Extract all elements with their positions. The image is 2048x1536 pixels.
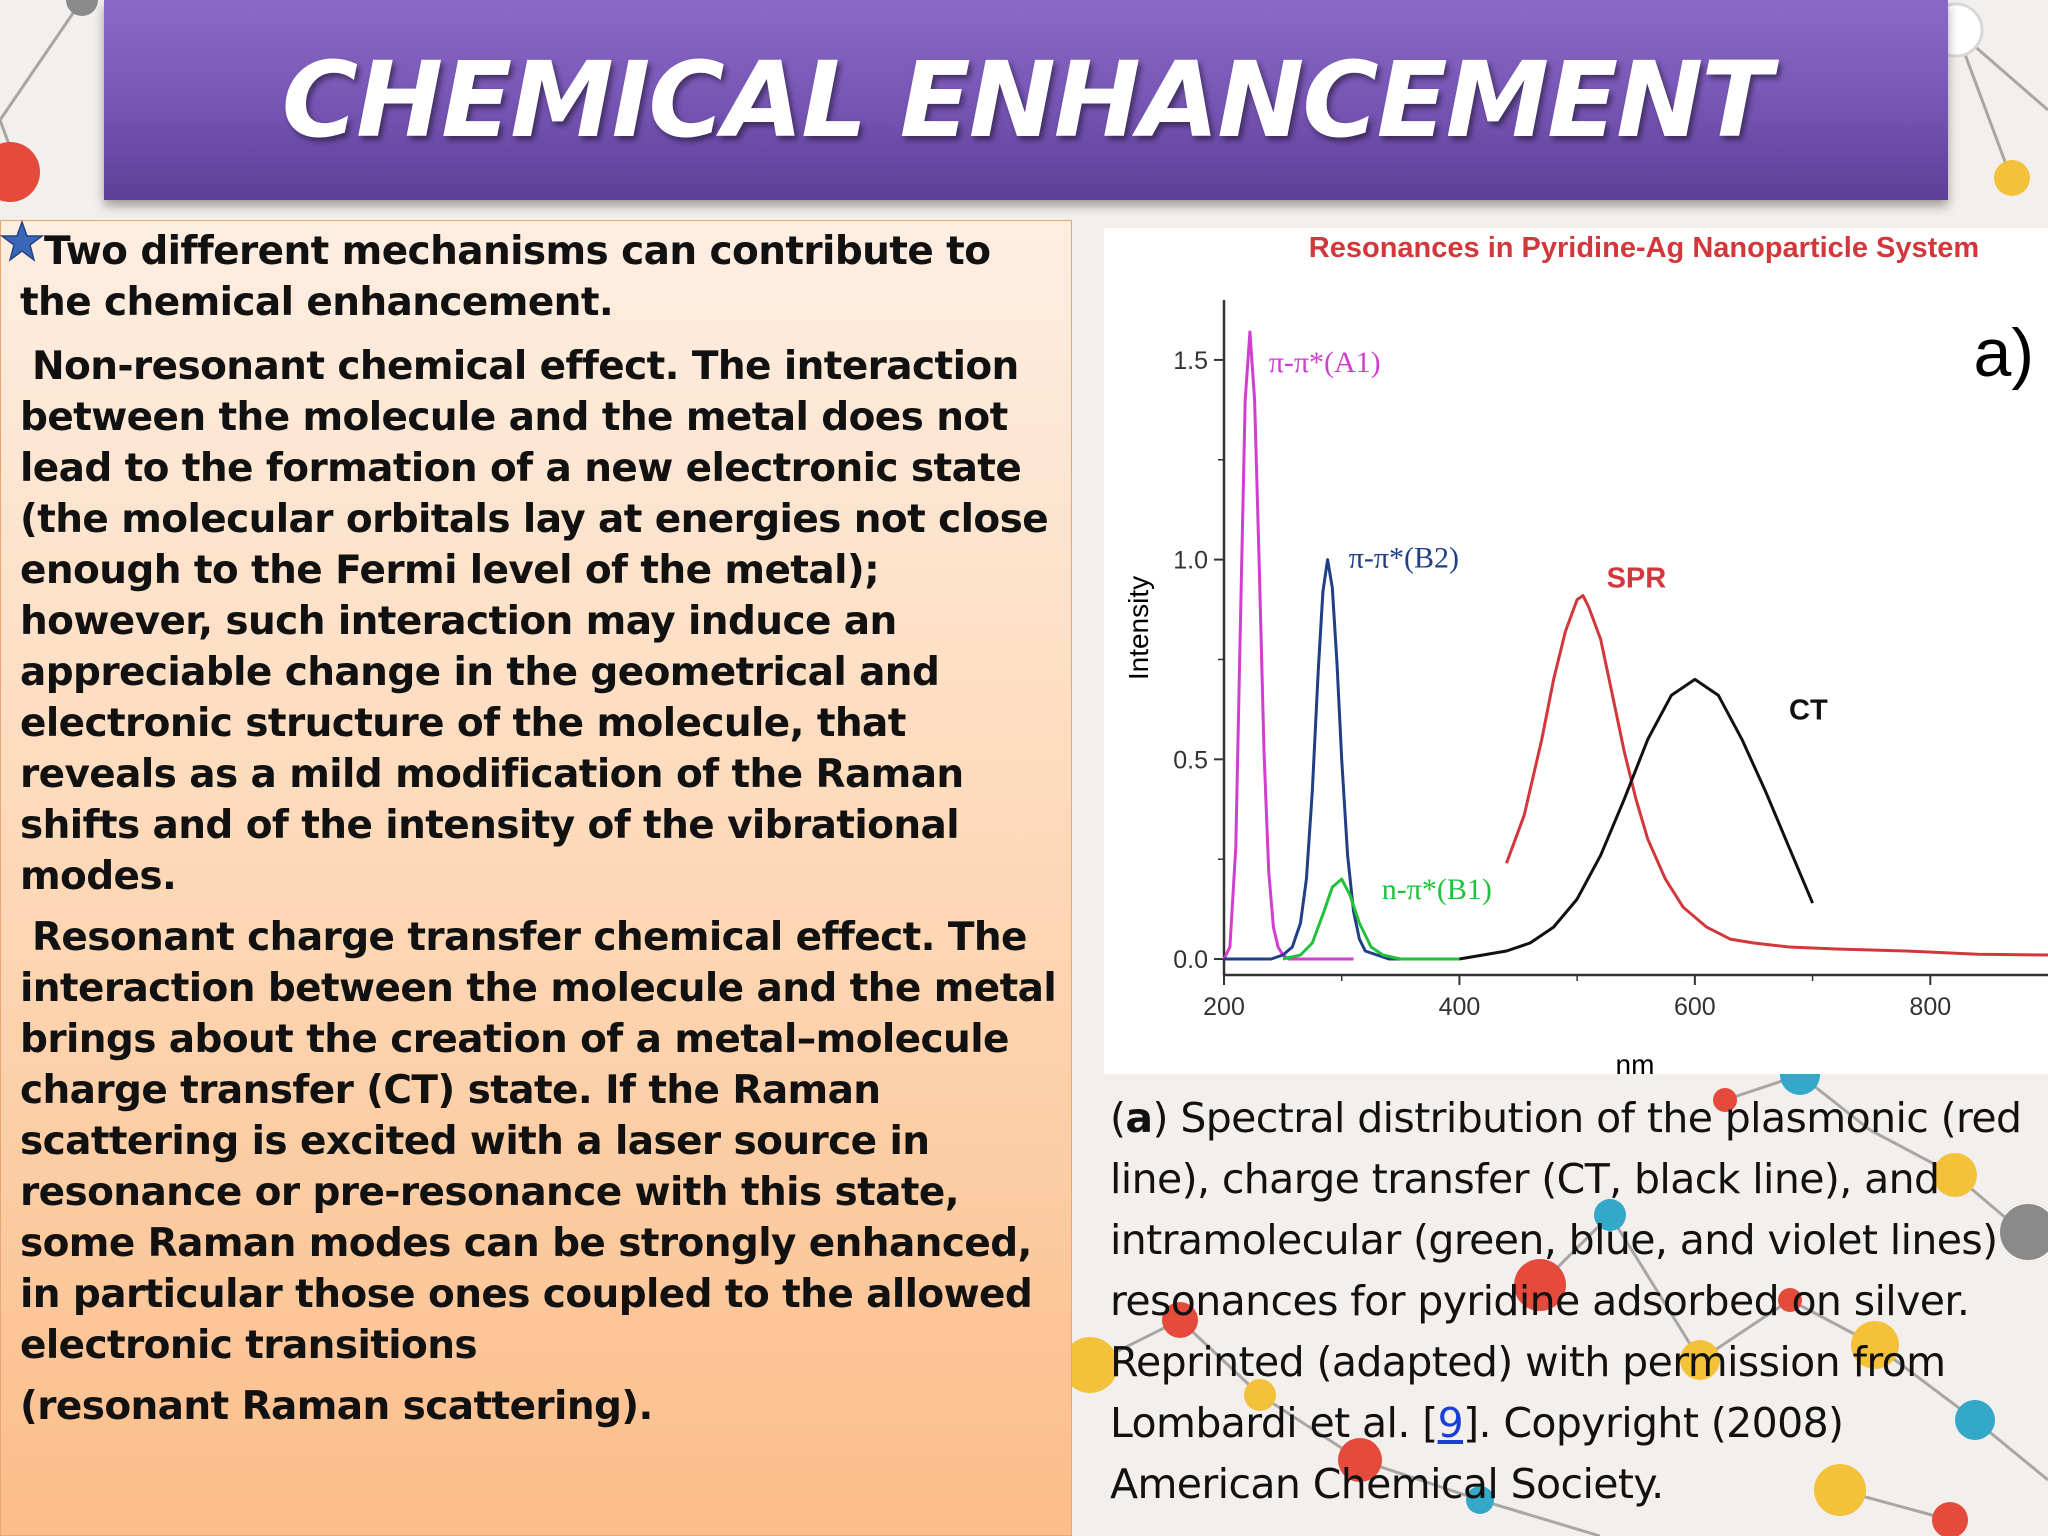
resonance-chart: Resonances in Pyridine-Ag Nanoparticle S… — [1123, 232, 2048, 1074]
red-series-line — [1505, 594, 2048, 957]
chart-title: Resonances in Pyridine-Ag Nanoparticle S… — [1309, 232, 1979, 264]
intro-paragraph: Two different mechanisms can contribute … — [20, 229, 991, 325]
text-panel — [0, 220, 1072, 1536]
panel-label: a) — [1974, 315, 2034, 391]
y-tick-label: 0.0 — [1173, 946, 1208, 974]
y-tick-label: 1.0 — [1173, 547, 1208, 575]
resonant-paragraph: Resonant charge transfer chemical effect… — [20, 915, 1057, 1368]
violet-peak-label: π-π*(A1) — [1269, 346, 1381, 379]
green-series-line — [1282, 877, 1460, 961]
caption-text-after-ref: ]. Copyright (2008) American Chemical So… — [1110, 1399, 1844, 1508]
resonant-tail-paragraph: (resonant Raman scattering). — [20, 1384, 653, 1429]
chart-panel: Resonances in Pyridine-Ag Nanoparticle S… — [1104, 228, 2048, 1074]
star-bullet-icon — [0, 220, 44, 262]
red-peak-label: SPR — [1607, 563, 1667, 595]
title-banner: CHEMICAL ENHANCEMENT — [104, 0, 1948, 200]
black-peak-label: CT — [1789, 694, 1828, 726]
x-tick-label: 200 — [1203, 993, 1245, 1021]
caption-reference-link[interactable]: 9 — [1437, 1399, 1464, 1447]
y-axis-label: Intensity — [1123, 576, 1154, 680]
black-series-line — [1459, 677, 1814, 961]
blue-series-line — [1224, 558, 1460, 961]
x-tick-label: 600 — [1674, 993, 1716, 1021]
y-tick-label: 1.5 — [1173, 347, 1208, 375]
slide-title: CHEMICAL ENHANCEMENT — [281, 39, 1772, 161]
axes: 0.0 0.5 1.0 1.5 200 400 600 800 — [1173, 300, 2048, 1021]
nonresonant-paragraph: Non-resonant chemical effect. The intera… — [20, 344, 1049, 899]
x-axis-label: nm — [1616, 1049, 1655, 1074]
caption-text-before-ref: ) Spectral distribution of the plasmonic… — [1110, 1094, 2022, 1447]
figure-caption: (a) Spectral distribution of the plasmon… — [1110, 1094, 2022, 1508]
x-tick-label: 800 — [1909, 993, 1951, 1021]
violet-series-line — [1222, 330, 1354, 961]
y-tick-label: 0.5 — [1173, 746, 1208, 774]
x-tick-label: 400 — [1439, 993, 1481, 1021]
green-peak-label: n-π*(B1) — [1382, 873, 1492, 906]
peak-labels: π-π*(A1) π-π*(B2) n-π*(B1) SPR CT — [1269, 346, 1828, 906]
caption-label: a — [1125, 1094, 1153, 1142]
blue-peak-label: π-π*(B2) — [1349, 542, 1459, 575]
series-lines — [1222, 330, 2048, 961]
